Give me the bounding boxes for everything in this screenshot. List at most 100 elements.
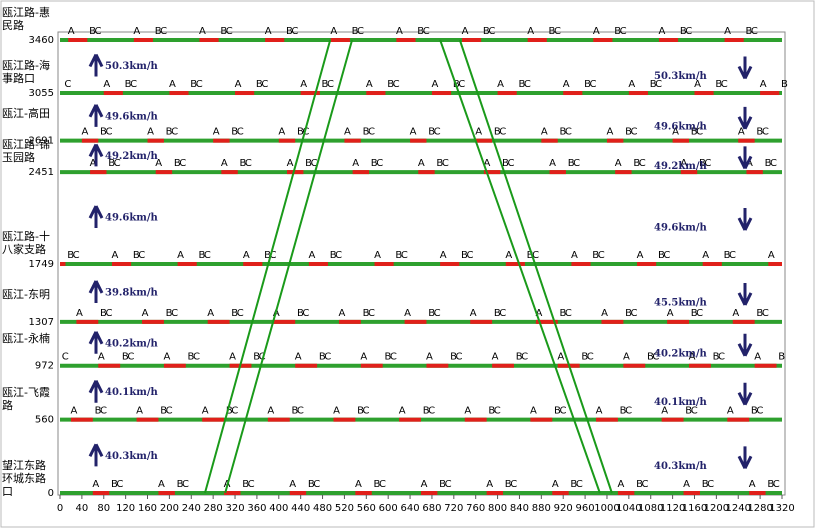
phase-label: C — [204, 250, 211, 261]
phase-label: B — [592, 250, 599, 261]
down-speed: 49.6km/h — [654, 121, 708, 132]
x-tick-label: 480 — [313, 503, 332, 514]
up-speed: 49.2km/h — [105, 151, 159, 162]
signal-red — [440, 262, 460, 267]
phase-label: A — [535, 308, 542, 319]
phase-label: B — [384, 352, 391, 363]
phase-label: B — [226, 406, 233, 417]
phase-label: B — [570, 479, 577, 490]
intersection-name: 望江东路环城东路口 — [2, 459, 46, 498]
phase-label: A — [164, 352, 171, 363]
distance-label: 2451 — [29, 167, 54, 178]
signal-red — [235, 91, 255, 96]
phase-label: B — [559, 127, 566, 138]
x-tick-label: 320 — [225, 503, 244, 514]
phase-label: C — [100, 406, 107, 417]
phase-label: A — [421, 479, 428, 490]
signal-red — [360, 363, 383, 368]
signal-red — [221, 170, 238, 175]
signal-red — [60, 262, 66, 267]
phase-label: B — [387, 79, 394, 90]
phase-label: A — [213, 127, 220, 138]
phase-label: C — [368, 308, 375, 319]
direction-arrow — [88, 53, 104, 77]
signal-red — [483, 170, 501, 175]
phase-label: C — [565, 127, 572, 138]
phase-label: A — [339, 308, 346, 319]
signal-red — [672, 138, 690, 143]
phase-label: C — [488, 26, 495, 37]
phase-label: B — [568, 158, 575, 169]
phase-label: A — [432, 79, 439, 90]
phase-label: B — [308, 479, 315, 490]
phase-label: A — [158, 479, 165, 490]
phase-label: A — [440, 250, 447, 261]
phase-label: B — [100, 308, 107, 319]
phase-label: B — [505, 479, 512, 490]
phase-label: A — [659, 26, 666, 37]
x-tick-label: 560 — [357, 503, 376, 514]
direction-arrow — [737, 146, 753, 170]
phase-label: C — [127, 352, 134, 363]
signal-red — [680, 170, 698, 175]
phase-label: A — [287, 158, 294, 169]
signal-red — [426, 363, 449, 368]
phase-label: C — [166, 406, 173, 417]
phase-label: B — [198, 250, 205, 261]
phase-label: B — [160, 406, 167, 417]
phase-label: B — [699, 158, 706, 169]
up-speed: 50.3km/h — [105, 61, 159, 72]
phase-label: A — [229, 352, 236, 363]
signal-red — [601, 319, 624, 324]
phase-label: A — [289, 479, 296, 490]
up-speed: 39.8km/h — [105, 287, 159, 298]
signal-red — [330, 38, 350, 42]
phase-label: C — [357, 26, 364, 37]
phase-label: A — [724, 26, 731, 37]
phase-label: C — [639, 158, 646, 169]
phase-label: C — [696, 308, 703, 319]
distance-label: 560 — [35, 415, 54, 426]
signal-red — [724, 38, 744, 42]
signal-red — [615, 170, 632, 175]
signal-red — [563, 91, 583, 96]
phase-label: A — [760, 79, 767, 90]
phase-label: B — [494, 308, 501, 319]
phase-label: B — [527, 250, 534, 261]
phase-label: C — [291, 26, 298, 37]
x-tick-label: 920 — [554, 503, 573, 514]
phase-label: C — [261, 79, 268, 90]
phase-label: B — [125, 79, 132, 90]
phase-label: C — [573, 158, 580, 169]
phase-label: B — [625, 308, 632, 319]
phase-label: A — [355, 479, 362, 490]
direction-arrow — [737, 333, 753, 357]
phase-label: B — [395, 250, 402, 261]
phase-label: A — [374, 250, 381, 261]
phase-label: A — [267, 406, 274, 417]
phase-label: A — [352, 158, 359, 169]
phase-label: A — [464, 406, 471, 417]
signal-red — [352, 170, 370, 175]
phase-label: B — [439, 479, 446, 490]
signal-red — [92, 491, 110, 495]
phase-label: C — [625, 406, 632, 417]
phase-label: B — [108, 158, 115, 169]
phase-label: C — [576, 479, 583, 490]
phase-label: C — [116, 479, 123, 490]
phase-label: B — [559, 308, 566, 319]
phase-label: B — [190, 79, 197, 90]
x-tick-label: 1120 — [660, 503, 685, 514]
phase-label: C — [324, 352, 331, 363]
green-band — [439, 39, 601, 494]
phase-label: C — [620, 26, 627, 37]
signal-red — [492, 363, 514, 368]
signal-red — [81, 138, 99, 143]
phase-label: B — [756, 308, 763, 319]
phase-label: B — [765, 158, 772, 169]
signal-red — [267, 417, 290, 422]
phase-label: C — [376, 158, 383, 169]
phase-label: A — [207, 308, 214, 319]
signal-red — [207, 319, 230, 324]
